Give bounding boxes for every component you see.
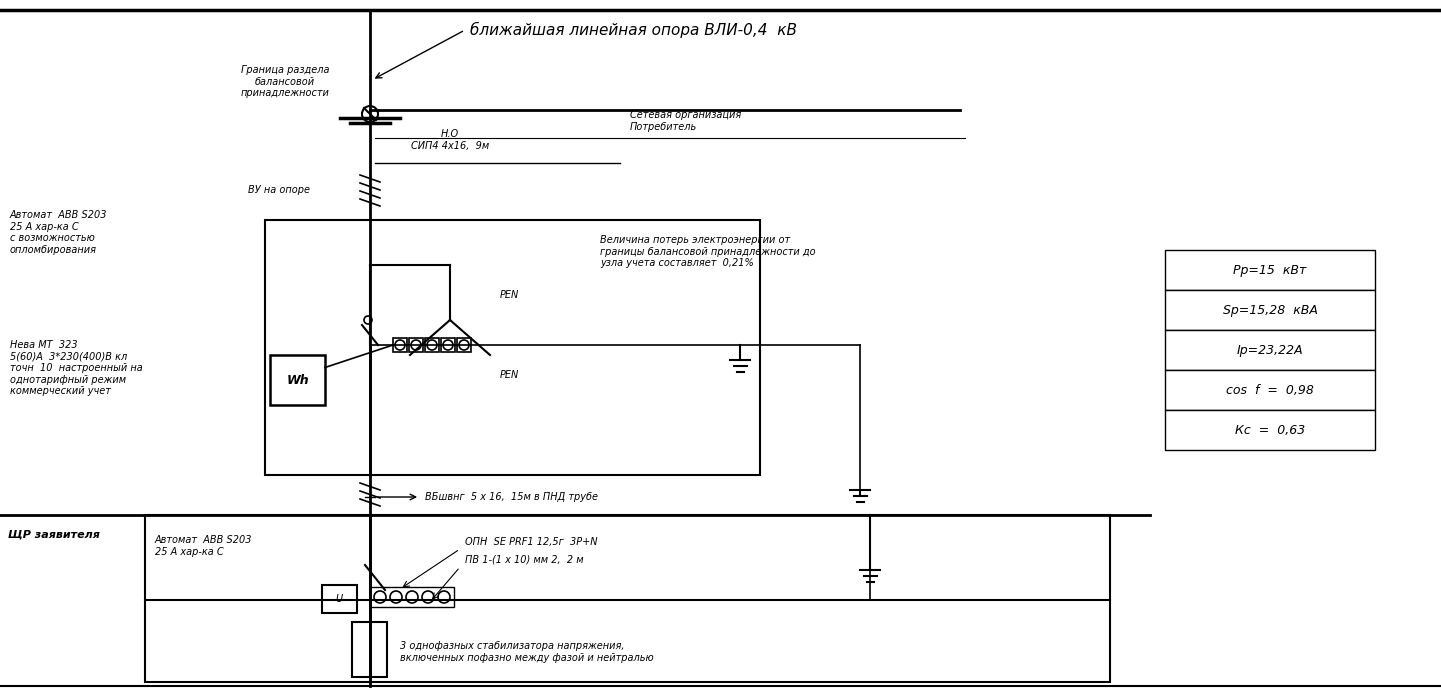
Text: ПВ 1-(1 х 10) мм 2,  2 м: ПВ 1-(1 х 10) мм 2, 2 м — [465, 555, 584, 565]
Bar — [321, 585, 357, 613]
Circle shape — [406, 591, 418, 603]
Text: ВБшвнг  5 х 16,  15м в ПНД трубе: ВБшвнг 5 х 16, 15м в ПНД трубе — [425, 492, 598, 502]
Bar — [1164, 250, 1375, 290]
Text: Ip=23,22А: Ip=23,22А — [1236, 344, 1303, 357]
Text: Wh: Wh — [287, 373, 308, 387]
Text: ЩР заявителя: ЩР заявителя — [9, 530, 99, 540]
Circle shape — [422, 591, 434, 603]
Text: Величина потерь электроэнергии от
границы балансовой принадлежности до
узла учет: Величина потерь электроэнергии от границ… — [599, 235, 816, 268]
Bar — [425, 338, 440, 352]
Bar — [441, 338, 455, 352]
Text: PEN: PEN — [500, 290, 519, 300]
Bar — [1164, 290, 1375, 330]
Text: Sp=15,28  кВА: Sp=15,28 кВА — [1222, 303, 1317, 316]
Text: ближайшая линейная опора ВЛИ-0,4  кВ: ближайшая линейная опора ВЛИ-0,4 кВ — [470, 22, 797, 38]
Text: U: U — [336, 594, 343, 604]
Text: Кс  =  0,63: Кс = 0,63 — [1235, 423, 1306, 437]
Bar — [1164, 410, 1375, 450]
Text: Pp=15  кВт: Pp=15 кВт — [1233, 264, 1307, 276]
Bar — [352, 622, 388, 677]
Bar — [457, 338, 471, 352]
Text: 3 однофазных стабилизатора напряжения,
включенных пофазно между фазой и нейтраль: 3 однофазных стабилизатора напряжения, в… — [401, 641, 654, 663]
Text: Н.О
СИП4 4х16,  9м: Н.О СИП4 4х16, 9м — [411, 129, 488, 151]
Bar — [370, 587, 454, 607]
Bar — [146, 515, 1110, 682]
Bar — [265, 220, 759, 475]
Text: Автомат  АВВ S203
25 А хар-ка С
с возможностью
опломбирования: Автомат АВВ S203 25 А хар-ка С с возможн… — [10, 210, 108, 255]
Text: ВУ на опоре: ВУ на опоре — [248, 185, 310, 195]
Text: Автомат  АВВ S203
25 А хар-ка С: Автомат АВВ S203 25 А хар-ка С — [156, 535, 252, 557]
Circle shape — [375, 591, 386, 603]
Text: Граница раздела
балансовой
принадлежности: Граница раздела балансовой принадлежност… — [241, 65, 330, 98]
Bar — [393, 338, 406, 352]
Bar — [269, 355, 326, 405]
Text: ОПН  SE PRF1 12,5г  3Р+N: ОПН SE PRF1 12,5г 3Р+N — [465, 537, 598, 547]
Bar — [1164, 330, 1375, 370]
Text: PEN: PEN — [500, 370, 519, 380]
Bar — [1164, 370, 1375, 410]
Circle shape — [391, 591, 402, 603]
Text: Сетевая организация
Потребитель: Сетевая организация Потребитель — [630, 110, 741, 132]
Text: Нева МТ  323
5(60)А  3*230(400)В кл
точн  10  настроенный на
однотарифный режим
: Нева МТ 323 5(60)А 3*230(400)В кл точн 1… — [10, 340, 143, 396]
Text: cos  f  =  0,98: cos f = 0,98 — [1226, 384, 1314, 396]
Circle shape — [438, 591, 450, 603]
Bar — [409, 338, 424, 352]
